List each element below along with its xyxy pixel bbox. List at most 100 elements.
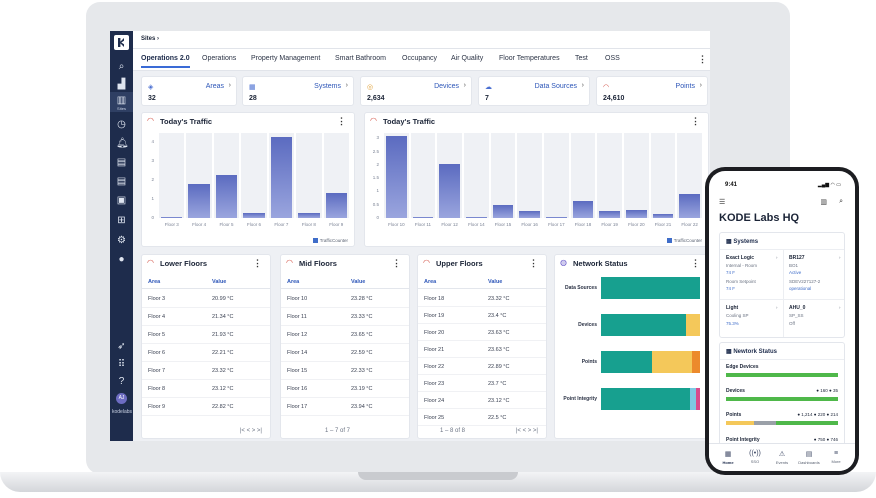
panel-menu-icon[interactable]: ⋮ — [337, 116, 346, 126]
nav-events[interactable]: ⚠ Events — [769, 450, 795, 465]
tabs-more-icon[interactable]: ⋮ — [698, 54, 707, 64]
chart-icon[interactable]: ▟ — [117, 79, 126, 90]
bar[interactable] — [243, 213, 265, 218]
network-status-bar[interactable] — [601, 388, 700, 410]
system-name[interactable]: BR127 — [789, 255, 805, 261]
system-name[interactable]: AHU_0 — [789, 305, 806, 311]
bar[interactable] — [298, 213, 320, 218]
stat-card-points[interactable]: ◠ Points › 24,610 — [596, 76, 708, 106]
table-row[interactable]: Floor 6 22.21 °C — [142, 344, 270, 362]
document-icon[interactable]: ▤ — [116, 157, 127, 168]
tab-air-quality[interactable]: Air Quality — [451, 55, 484, 62]
nav-home[interactable]: ▦ Home — [715, 450, 741, 465]
table-row[interactable]: Floor 10 23.28 °C — [281, 290, 409, 308]
table-row[interactable]: Floor 14 22.59 °C — [281, 344, 409, 362]
stat-card-areas[interactable]: ◈ Areas › 32 — [141, 76, 237, 106]
bar[interactable] — [215, 174, 238, 218]
bar[interactable] — [519, 211, 540, 218]
tab-test[interactable]: Test — [575, 55, 588, 62]
nav-sso[interactable]: ((•)) SSO — [742, 450, 768, 464]
rocket-icon[interactable]: ➶ — [117, 341, 126, 352]
network-status-bar[interactable] — [601, 351, 700, 373]
table-row[interactable]: Floor 18 23.32 °C — [418, 290, 546, 307]
gear-icon[interactable]: ⚙ — [117, 235, 126, 246]
system-name[interactable]: Exact Logic — [726, 255, 755, 261]
bar[interactable] — [572, 200, 594, 218]
table-row[interactable]: Floor 8 23.12 °C — [142, 380, 270, 398]
clipboard-icon[interactable]: ▣ — [116, 195, 127, 206]
building-icon[interactable]: ▥ — [820, 199, 827, 206]
search-icon[interactable]: ⌕ — [839, 198, 843, 205]
panel-menu-icon[interactable]: ⋮ — [529, 258, 538, 268]
network-status-bar[interactable] — [601, 277, 700, 299]
nav-dashboards[interactable]: ▤ Dashboards — [796, 450, 822, 465]
bell-icon[interactable]: 🔔︎ — [116, 138, 129, 149]
bar[interactable] — [188, 184, 210, 218]
apps-grid-icon[interactable]: ⠿ — [117, 359, 126, 370]
avatar[interactable]: AJ — [116, 393, 127, 404]
table-row[interactable]: Floor 12 23.65 °C — [281, 326, 409, 344]
menu-icon[interactable]: ☰ — [719, 199, 726, 206]
network-title[interactable]: ▦ Newtork Status — [726, 349, 778, 355]
stat-card-data-sources[interactable]: ☁ Data Sources › 7 — [478, 76, 590, 106]
bar[interactable] — [652, 214, 674, 218]
bar[interactable] — [386, 135, 407, 218]
table-row[interactable]: Floor 16 23.19 °C — [281, 380, 409, 398]
panel-menu-icon[interactable]: ⋮ — [691, 258, 700, 268]
help-icon[interactable]: ? — [118, 376, 125, 387]
table-pager[interactable]: |< < > >| — [239, 428, 262, 434]
column-header-value[interactable]: Value — [351, 279, 366, 285]
table-row[interactable]: Floor 17 23.94 °C — [281, 398, 409, 416]
system-name[interactable]: Light — [726, 305, 739, 311]
tab-property-management[interactable]: Property Management — [251, 55, 321, 62]
bar[interactable] — [412, 217, 434, 218]
tab-floor-temperatures[interactable]: Floor Temperatures — [499, 55, 560, 62]
column-header-value[interactable]: Value — [212, 279, 227, 285]
stat-card-devices[interactable]: ◎ Devices › 2,634 — [360, 76, 472, 106]
table-row[interactable]: Floor 25 22.5 °C — [418, 409, 546, 426]
breadcrumb[interactable]: Sites › — [141, 36, 159, 42]
table-row[interactable]: Floor 20 23.63 °C — [418, 324, 546, 341]
kode-logo-icon[interactable] — [114, 35, 129, 50]
bar[interactable] — [439, 163, 460, 218]
column-header-area[interactable]: Area — [148, 279, 161, 285]
bar[interactable] — [466, 217, 487, 218]
column-header-area[interactable]: Area — [424, 279, 437, 285]
hierarchy-icon[interactable]: ⊞ — [117, 215, 126, 226]
bar[interactable] — [492, 204, 514, 218]
panel-menu-icon[interactable]: ⋮ — [691, 116, 700, 126]
bar[interactable] — [325, 193, 347, 218]
nav-more[interactable]: ≡ More — [823, 450, 849, 464]
tab-smart-bathroom[interactable]: Smart Bathroom — [335, 55, 386, 62]
bar[interactable] — [546, 217, 567, 218]
tab-occupancy[interactable]: Occupancy — [402, 55, 438, 62]
search-icon[interactable]: ⌕ — [118, 61, 125, 72]
column-header-value[interactable]: Value — [488, 279, 503, 285]
bar[interactable] — [626, 210, 647, 218]
table-row[interactable]: Floor 19 23.4 °C — [418, 307, 546, 324]
table-row[interactable]: Floor 9 22.82 °C — [142, 398, 270, 416]
tab-operations-2[interactable]: Operations 2.0 — [141, 55, 190, 68]
clock-icon[interactable]: ◷ — [117, 119, 126, 130]
panel-menu-icon[interactable]: ⋮ — [392, 258, 401, 268]
table-row[interactable]: Floor 22 22.89 °C — [418, 358, 546, 375]
column-header-area[interactable]: Area — [287, 279, 300, 285]
table-row[interactable]: Floor 21 23.63 °C — [418, 341, 546, 358]
building-icon[interactable]: ▥ — [116, 95, 127, 106]
table-pager[interactable]: |< < > >| — [515, 428, 538, 434]
panel-menu-icon[interactable]: ⋮ — [253, 258, 262, 268]
table-row[interactable]: Floor 3 20.99 °C — [142, 290, 270, 308]
network-status-bar[interactable] — [601, 314, 700, 336]
table-row[interactable]: Floor 5 21.93 °C — [142, 326, 270, 344]
table-row[interactable]: Floor 11 23.33 °C — [281, 308, 409, 326]
tab-operations[interactable]: Operations — [202, 55, 237, 62]
report-icon[interactable]: ▤ — [116, 176, 127, 187]
bar[interactable] — [270, 136, 293, 218]
stat-card-systems[interactable]: ▦ Systems › 28 — [242, 76, 354, 106]
table-row[interactable]: Floor 23 23.7 °C — [418, 375, 546, 392]
systems-title[interactable]: ▦ Systems — [726, 239, 759, 245]
table-row[interactable]: Floor 4 21.34 °C — [142, 308, 270, 326]
bar[interactable] — [679, 194, 700, 218]
table-row[interactable]: Floor 24 23.12 °C — [418, 392, 546, 409]
table-row[interactable]: Floor 7 23.32 °C — [142, 362, 270, 380]
